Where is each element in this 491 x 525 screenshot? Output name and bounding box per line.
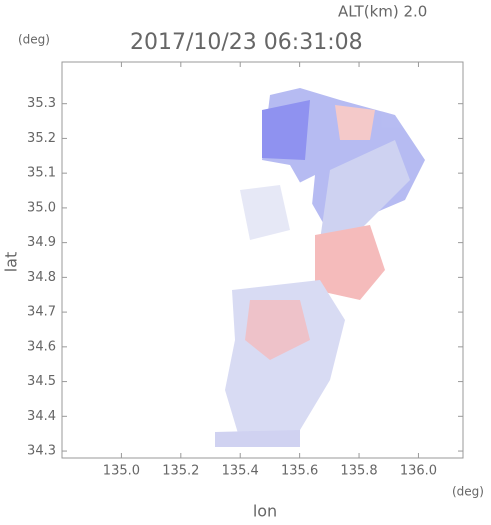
- x-tick-label: 135.0: [103, 464, 140, 479]
- chart-title: 2017/10/23 06:31:08: [130, 30, 363, 55]
- y-tick-label: 34.8: [27, 270, 56, 285]
- x-tick-label: 135.8: [340, 464, 377, 479]
- y-axis-label: lat: [2, 252, 21, 273]
- y-tick-label: 34.3: [27, 444, 56, 459]
- echo-region: [335, 105, 375, 140]
- y-tick-label: 35.0: [27, 200, 56, 215]
- y-tick-label: 34.4: [27, 409, 56, 424]
- echo-region: [240, 185, 290, 240]
- y-tick-label: 34.9: [27, 235, 56, 250]
- x-tick-label: 135.4: [222, 464, 259, 479]
- radar-field: [215, 88, 425, 447]
- y-tick-label: 35.1: [27, 166, 56, 181]
- plot-frame: [61, 61, 464, 459]
- echo-region: [315, 225, 385, 300]
- echo-region: [320, 140, 410, 240]
- y-unit: (deg): [18, 33, 50, 47]
- x-tick-label: 136.0: [400, 464, 437, 479]
- x-tick-label: 135.6: [281, 464, 318, 479]
- y-tick-label: 34.7: [27, 305, 56, 320]
- echo-region: [245, 300, 310, 360]
- y-tick-label: 34.5: [27, 374, 56, 389]
- x-tick-label: 135.2: [162, 464, 199, 479]
- echo-region: [262, 100, 310, 160]
- x-unit: (deg): [452, 485, 484, 499]
- y-tick-label: 34.6: [27, 339, 56, 354]
- echo-region: [215, 430, 300, 447]
- altitude-label: ALT(km) 2.0: [338, 3, 427, 21]
- x-axis-label: lon: [253, 502, 277, 521]
- echo-gap: [295, 175, 315, 210]
- y-tick-label: 35.3: [27, 96, 56, 111]
- y-tick-label: 35.2: [27, 131, 56, 146]
